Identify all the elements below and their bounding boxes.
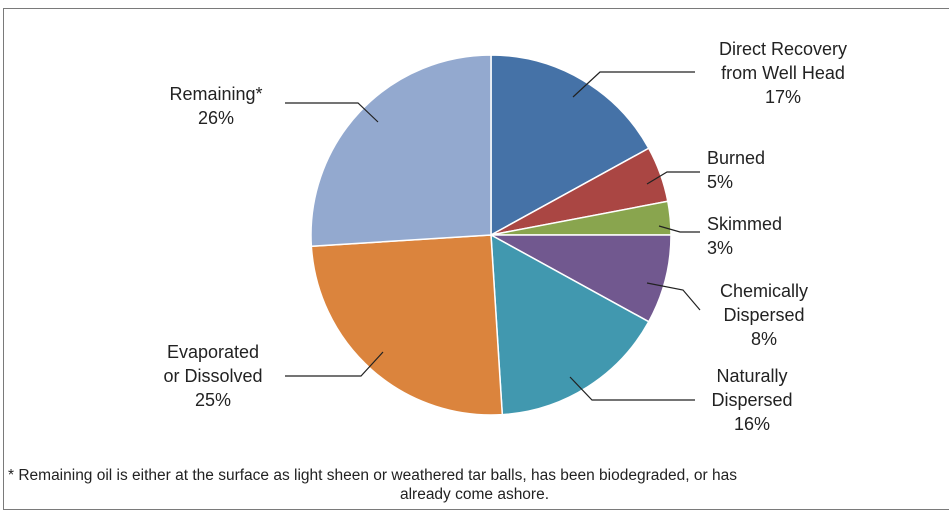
slice-label-line: 16% <box>734 414 770 434</box>
footnote-line-2: already come ashore. <box>399 486 550 503</box>
leader-line <box>285 351 384 377</box>
slice-label-line: 25% <box>195 390 231 410</box>
pie-slice-chemically-dispersed <box>490 234 672 323</box>
slice-labels: Direct Recovery from Well Head 17% Burned 5%… <box>163 39 847 434</box>
leader-line <box>572 71 695 98</box>
pie-slice-remaining <box>310 54 492 248</box>
slice-label-line: 26% <box>198 108 234 128</box>
slice-label: Skimmed 3% <box>707 214 782 258</box>
slice-label-line: from Well Head <box>721 63 845 83</box>
footnote-line-1: * Remaining oil is either at the surface… <box>8 467 737 484</box>
slice-label: Direct Recovery from Well Head 17% <box>719 39 847 107</box>
leader-line <box>658 225 700 233</box>
slice-label-line: Direct Recovery <box>719 39 847 59</box>
slice-label: Burned 5% <box>707 148 765 192</box>
label-leaders <box>285 71 701 401</box>
slice-label: Remaining* 26% <box>169 84 262 128</box>
slice-label-line: 3% <box>707 238 733 258</box>
slice-label: Chemically Dispersed 8% <box>720 281 808 349</box>
slice-label-line: Chemically <box>720 281 808 301</box>
slice-label-line: 17% <box>765 87 801 107</box>
slice-label: Naturally Dispersed 16% <box>711 366 792 434</box>
leader-line <box>646 171 700 185</box>
slice-label-line: or Dissolved <box>163 366 262 386</box>
slice-label: Evaporated or Dissolved 25% <box>163 342 262 410</box>
leader-line <box>646 282 701 311</box>
leader-line <box>285 102 379 123</box>
footnote: * Remaining oil is either at the surface… <box>0 466 949 504</box>
slice-label-line: Dispersed <box>711 390 792 410</box>
pie-slice-direct-recovery-from-well-head <box>490 54 650 237</box>
slice-label-line: Dispersed <box>723 305 804 325</box>
slice-label-line: Remaining* <box>169 84 262 104</box>
slice-label-line: Naturally <box>716 366 787 386</box>
slice-label-line: Skimmed <box>707 214 782 234</box>
pie-slices <box>310 54 672 416</box>
leader-line <box>569 376 695 401</box>
slice-label-line: 5% <box>707 172 733 192</box>
pie-slice-naturally-dispersed <box>490 233 650 416</box>
slice-label-line: Burned <box>707 148 765 168</box>
slice-label-line: 8% <box>751 329 777 349</box>
slice-label-line: Evaporated <box>167 342 259 362</box>
pie-slice-evaporated-or-dissolved <box>310 234 504 416</box>
